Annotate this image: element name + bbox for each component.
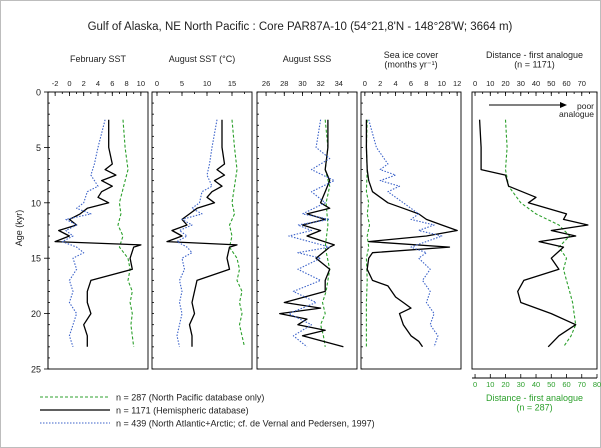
x-tick-label: 10 [203,79,211,88]
x-tick-label: 2 [378,79,382,88]
y-tick-label: 5 [36,143,41,153]
x-tick-label: 60 [562,79,570,88]
x-tick-label: 4 [96,79,100,88]
series-atlantic-line [368,119,443,347]
panel-label: Distance - first analogue [486,50,583,60]
x-tick-label: 0 [67,79,71,88]
y-axis-label: Age (kyr) [14,210,24,247]
series-atlantic-line [288,119,335,348]
x-tick-label: -2 [52,79,59,88]
bottom-x-tick-label: 0 [473,380,477,389]
x-tick-label: 70 [578,79,586,88]
x-tick-label: 15 [228,79,236,88]
legend-entry-hemispheric: n = 1171 (Hemispheric database) [40,406,249,416]
annotation-text: poor [577,101,594,111]
series-hemispheric-line [365,119,458,348]
x-tick-label: 20 [501,79,509,88]
x-tick-label: 8 [424,79,428,88]
x-tick-label: 30 [517,79,525,88]
x-tick-label: 50 [547,79,555,88]
y-tick-label: 25 [31,365,41,375]
panel-aug_sss: August SSS 26 28 30 32 34 [256,54,358,370]
x-tick-label: 8 [124,79,128,88]
bottom-x-tick-label: 10 [486,380,494,389]
y-axis: 0 5 10 15 20 25 [31,88,363,375]
y-tick-label: 0 [36,88,41,98]
bottom-x-tick-label: 30 [517,380,525,389]
x-tick-label: 34 [335,79,343,88]
bottom-axis-label: Distance - first analogue [486,393,583,403]
series-pacific-line [228,119,246,347]
x-tick-label: 0 [473,79,477,88]
x-tick-label: 28 [280,79,288,88]
x-tick-label: 0 [363,79,367,88]
series-pacific-line [320,119,331,347]
series-pacific-line [117,119,135,347]
bottom-x-tick-label: 20 [501,380,509,389]
series-hemispheric-line [166,119,238,347]
y-tick-label: 10 [31,198,41,208]
x-tick-label: 12 [453,79,461,88]
panel-frame [151,91,253,370]
x-tick-label: 4 [394,79,398,88]
x-tick-label: 32 [316,79,324,88]
bottom-x-tick-label: 70 [578,380,586,389]
bottom-x-tick-label: 40 [532,380,540,389]
bottom-x-tick-label: 50 [547,380,555,389]
series-hemispheric-line [279,119,344,348]
series-hemispheric-line [478,119,589,348]
panel-feb_sst: February SST -2 0 2 4 6 8 10 [47,54,149,370]
panel-sea_ice: Sea ice cover(months yr⁻¹) 0 2 4 6 8 10 12 [360,50,462,370]
x-tick-label: 10 [137,79,145,88]
panel-frame [471,91,598,370]
x-tick-label: 5 [180,79,184,88]
legend-label: n = 439 (North Atlantic+Arctic; cf. de V… [116,419,375,429]
panel-frame [47,91,149,370]
chart-title: Gulf of Alaska, NE North Pacific : Core … [88,21,513,33]
x-tick-label: 40 [532,79,540,88]
y-tick-label: 20 [31,309,41,319]
panel-aug_sst: August SST (°C) 0 5 10 15 [151,54,253,370]
x-tick-label: 0 [155,79,159,88]
legend: n = 287 (North Pacific database only) n =… [40,393,375,429]
legend-entry-pacific: n = 287 (North Pacific database only) [40,393,264,403]
series-pacific-line [365,119,371,347]
arrow-head-icon [560,102,567,108]
bottom-x-tick-label: 60 [562,380,570,389]
x-tick-label: 26 [262,79,270,88]
legend-label: n = 287 (North Pacific database only) [116,393,264,403]
bottom-x-tick-label: 80 [593,380,601,389]
bottom-axis-label: (n = 287) [516,403,552,413]
x-tick-label: 6 [409,79,413,88]
panel-label: (months yr⁻¹) [384,60,437,70]
panel-label: August SSS [283,54,332,64]
panel-frame [360,91,462,370]
panel-frame [256,91,358,370]
x-tick-label: 10 [438,79,446,88]
annotation-text: analogue [559,109,594,119]
x-tick-label: 2 [82,79,86,88]
x-tick-label: 30 [298,79,306,88]
panel-distance: Distance - first analogue(n = 1171)0 10 20… [471,50,601,413]
legend-label: n = 1171 (Hemispheric database) [116,406,249,416]
x-tick-label: 6 [110,79,114,88]
series-hemispheric-line [54,119,142,347]
panel-label: February SST [70,54,127,64]
panel-label: (n = 1171) [514,60,555,70]
legend-entry-atlantic: n = 439 (North Atlantic+Arctic; cf. de V… [40,419,375,429]
panel-label: August SST (°C) [169,54,235,64]
x-tick-label: 10 [486,79,494,88]
series-atlantic-line [176,119,218,347]
series-atlantic-line [61,119,106,347]
y-tick-label: 15 [31,254,41,264]
panel-label: Sea ice cover [384,50,439,60]
